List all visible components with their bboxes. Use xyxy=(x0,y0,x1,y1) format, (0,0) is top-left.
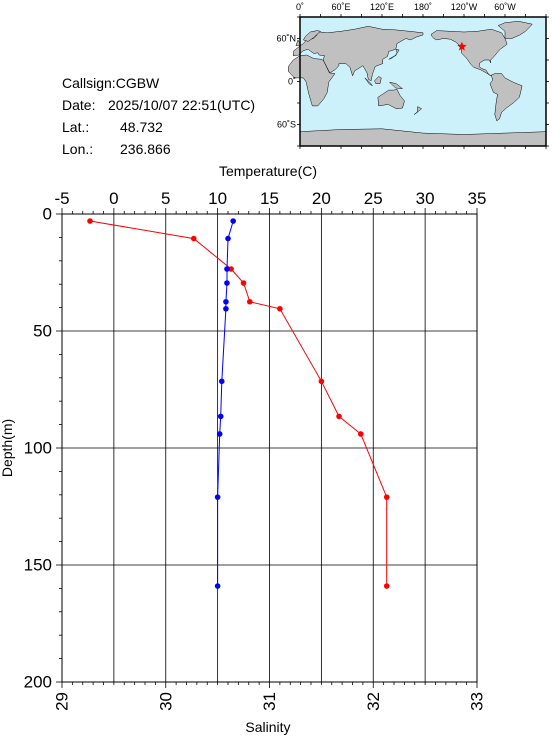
salinity-point xyxy=(230,218,236,224)
left-tick-label: 150 xyxy=(24,556,52,575)
temperature-point xyxy=(383,583,390,589)
top-tick-label: 30 xyxy=(416,189,435,208)
temperature-point xyxy=(246,298,253,305)
station-marker-icon xyxy=(457,41,467,51)
date-label: Date: xyxy=(62,97,96,113)
land-mass xyxy=(497,21,533,39)
salinity-point xyxy=(225,235,231,242)
land-mass xyxy=(364,77,373,87)
top-axis-title: Temperature(C) xyxy=(219,163,317,179)
top-tick-label: 15 xyxy=(260,189,279,208)
land-mass xyxy=(413,106,422,115)
station-info: Callsign:CGBW Date: 2025/10/07 22:51(UTC)… xyxy=(62,72,255,160)
map-lat-label: 0˚ xyxy=(288,77,296,87)
lat-label: Lat.: xyxy=(62,119,90,135)
bottom-tick-label: 31 xyxy=(260,692,279,711)
salinity-point xyxy=(214,494,221,500)
land-mass xyxy=(489,73,523,122)
map-lon-label: 60˚E xyxy=(331,2,350,12)
land-mass xyxy=(389,81,403,89)
map-lon-label: 0˚ xyxy=(296,2,304,12)
left-tick-label: 50 xyxy=(33,322,52,341)
top-tick-label: -5 xyxy=(54,189,69,208)
lon-row: Lon.: 236.866 xyxy=(62,138,255,160)
lon-value: 236.866 xyxy=(120,141,171,157)
map-lat-label: 60˚S xyxy=(277,120,296,130)
left-tick-label: 100 xyxy=(24,439,52,458)
map-lon-label: 180˚ xyxy=(414,2,432,12)
salinity-point xyxy=(214,583,221,589)
lon-label: Lon.: xyxy=(62,141,94,157)
salinity-point xyxy=(216,431,223,437)
temperature-point xyxy=(240,280,247,286)
salinity-point xyxy=(223,305,229,312)
salinity-point xyxy=(223,298,229,305)
top-tick-label: 25 xyxy=(364,189,383,208)
temperature-point xyxy=(318,378,325,385)
temperature-point xyxy=(228,266,234,272)
bottom-tick-label: 30 xyxy=(156,692,175,711)
bottom-axis-title: Salinity xyxy=(245,719,290,735)
temperature-point xyxy=(336,413,342,420)
land-mass xyxy=(303,30,321,42)
grid xyxy=(62,214,477,682)
bottom-tick-label: 33 xyxy=(468,692,487,711)
top-tick-label: 0 xyxy=(109,189,118,208)
map-lon-label: 120˚E xyxy=(370,2,394,12)
location-map: 0˚ 60˚E 120˚E 180˚ 120˚W 60˚W 60˚N 0˚ 60˚S xyxy=(276,2,549,149)
bottom-tick-label: 29 xyxy=(53,692,72,711)
temperature-line xyxy=(89,220,388,587)
top-tick-label: 20 xyxy=(312,189,331,208)
land-mass xyxy=(374,76,382,84)
bottom-tick-label: 32 xyxy=(364,692,383,711)
date-value: 2025/10/07 22:51(UTC) xyxy=(108,97,256,113)
map-lat-label: 60˚N xyxy=(276,34,296,44)
lat-row: Lat.: 48.732 xyxy=(62,116,255,138)
salinity-line xyxy=(217,220,234,587)
temperature-point xyxy=(383,494,390,500)
top-tick-label: 5 xyxy=(161,189,170,208)
callsign-label: Callsign: xyxy=(62,75,116,91)
land-mass xyxy=(377,89,405,109)
map-lon-label: 120˚W xyxy=(451,2,478,12)
temperature-point xyxy=(277,305,283,312)
callsign-value: CGBW xyxy=(115,75,160,91)
salinity-point xyxy=(224,280,230,286)
top-tick-label: 10 xyxy=(208,189,227,208)
temperature-point xyxy=(358,431,364,437)
date-row: Date: 2025/10/07 22:51(UTC) xyxy=(62,94,255,116)
land-mass xyxy=(388,49,400,60)
land-mass xyxy=(292,26,424,82)
left-tick-label: 200 xyxy=(24,673,52,692)
top-tick-label: 35 xyxy=(468,189,487,208)
left-tick-label: 0 xyxy=(43,205,52,224)
callsign-row: Callsign:CGBW xyxy=(62,72,255,94)
salinity-point xyxy=(217,413,224,420)
y-axis-title: Depth(m) xyxy=(0,419,15,477)
series xyxy=(87,218,390,589)
lat-value: 48.732 xyxy=(120,119,163,135)
land-mass xyxy=(430,28,508,77)
map-frame xyxy=(299,16,547,147)
temperature-point xyxy=(87,218,93,224)
salinity-point xyxy=(224,266,230,272)
temperature-point xyxy=(190,235,197,242)
salinity-point xyxy=(218,378,225,385)
map-lon-label: 60˚W xyxy=(494,2,516,12)
